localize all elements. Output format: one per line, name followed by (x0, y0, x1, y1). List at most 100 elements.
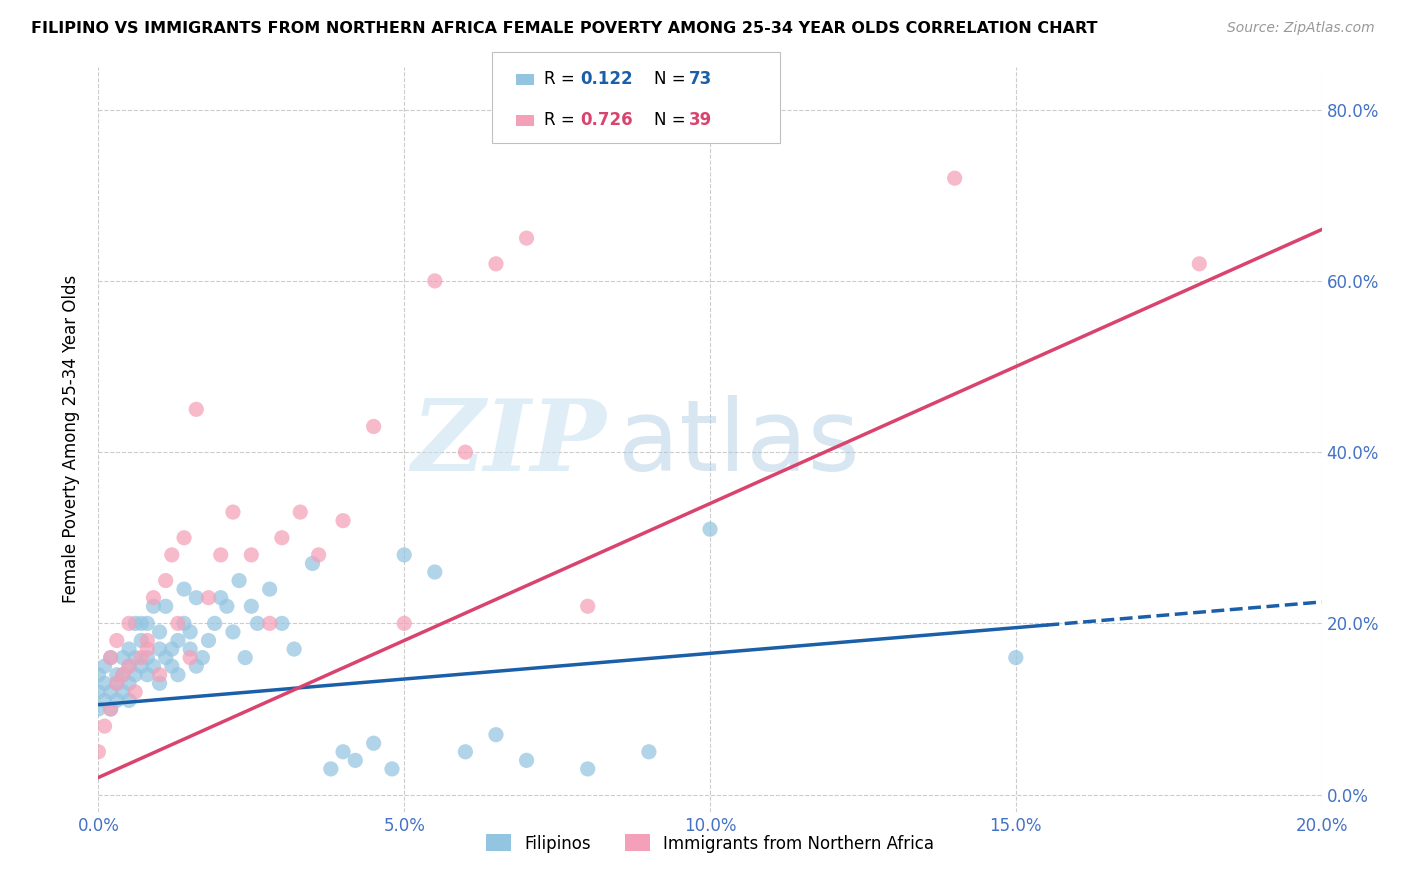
Point (332, 745, 354, 759)
Point (197, 591, 219, 605)
Point (270, 531, 292, 545)
Point (222, 624, 245, 639)
Point (454, 445, 477, 459)
Point (209, 548, 232, 562)
Point (167, 616, 190, 631)
Point (111, 685, 134, 699)
Text: N =: N = (654, 70, 690, 88)
Point (142, 599, 165, 614)
Point (392, 548, 416, 562)
Point (149, 676, 172, 690)
Point (105, 676, 128, 690)
Point (283, 642, 305, 657)
Point (381, 762, 404, 776)
Point (363, 419, 385, 434)
Point (124, 650, 146, 665)
Point (149, 667, 172, 681)
Text: atlas: atlas (619, 394, 860, 491)
Y-axis label: Female Poverty Among 25-34 Year Olds: Female Poverty Among 25-34 Year Olds (62, 276, 80, 603)
Point (160, 642, 183, 657)
Point (149, 642, 172, 657)
Point (136, 633, 159, 648)
Point (197, 633, 219, 648)
Point (105, 633, 128, 648)
Point (191, 650, 214, 665)
Point (149, 624, 172, 639)
Point (363, 736, 385, 750)
Point (118, 659, 141, 673)
Text: 0.726: 0.726 (581, 112, 633, 129)
Point (124, 685, 146, 699)
Point (160, 659, 183, 673)
Point (576, 599, 599, 614)
Point (167, 667, 190, 681)
Point (142, 591, 165, 605)
Point (423, 565, 446, 579)
Point (259, 616, 281, 631)
Point (87, 745, 110, 759)
Point (111, 650, 134, 665)
Point (129, 633, 152, 648)
Point (124, 616, 146, 631)
Point (344, 753, 367, 767)
Point (173, 616, 195, 631)
Point (118, 642, 141, 657)
Point (93, 676, 115, 690)
Point (87, 667, 110, 681)
Text: 39: 39 (689, 112, 713, 129)
Point (186, 659, 208, 673)
Point (270, 616, 292, 631)
Point (100, 685, 122, 699)
Point (100, 702, 122, 716)
Point (186, 591, 208, 605)
Text: R =: R = (544, 112, 581, 129)
Point (136, 642, 159, 657)
Point (136, 667, 159, 681)
Point (485, 257, 508, 271)
Point (246, 616, 269, 631)
Point (943, 171, 966, 186)
Point (111, 667, 134, 681)
Point (423, 274, 446, 288)
Point (179, 642, 201, 657)
Point (155, 650, 177, 665)
Point (129, 659, 152, 673)
Point (155, 574, 177, 588)
Point (319, 762, 342, 776)
Point (105, 693, 128, 707)
Point (576, 762, 599, 776)
Point (179, 624, 201, 639)
Point (637, 745, 661, 759)
Point (136, 616, 159, 631)
Text: N =: N = (654, 112, 690, 129)
Point (392, 616, 416, 631)
Point (105, 676, 128, 690)
Point (308, 548, 330, 562)
Point (118, 676, 141, 690)
Point (301, 557, 323, 571)
Point (87, 685, 110, 699)
Text: FILIPINO VS IMMIGRANTS FROM NORTHERN AFRICA FEMALE POVERTY AMONG 25-34 YEAR OLDS: FILIPINO VS IMMIGRANTS FROM NORTHERN AFR… (31, 21, 1098, 36)
Point (129, 616, 152, 631)
Point (485, 728, 508, 742)
Point (179, 650, 201, 665)
Text: R =: R = (544, 70, 581, 88)
Text: 0.122: 0.122 (581, 70, 633, 88)
Point (100, 650, 122, 665)
Point (454, 745, 477, 759)
Point (1188, 257, 1211, 271)
Point (1004, 650, 1026, 665)
Point (240, 548, 263, 562)
Point (93, 719, 115, 733)
Point (100, 650, 122, 665)
Point (118, 659, 141, 673)
Text: ZIP: ZIP (411, 395, 606, 491)
Point (209, 591, 232, 605)
Point (167, 633, 190, 648)
Point (204, 616, 226, 631)
Point (105, 667, 128, 681)
Legend: Filipinos, Immigrants from Northern Africa: Filipinos, Immigrants from Northern Afri… (479, 828, 941, 859)
Text: 73: 73 (689, 70, 713, 88)
Point (516, 753, 538, 767)
Point (699, 522, 721, 536)
